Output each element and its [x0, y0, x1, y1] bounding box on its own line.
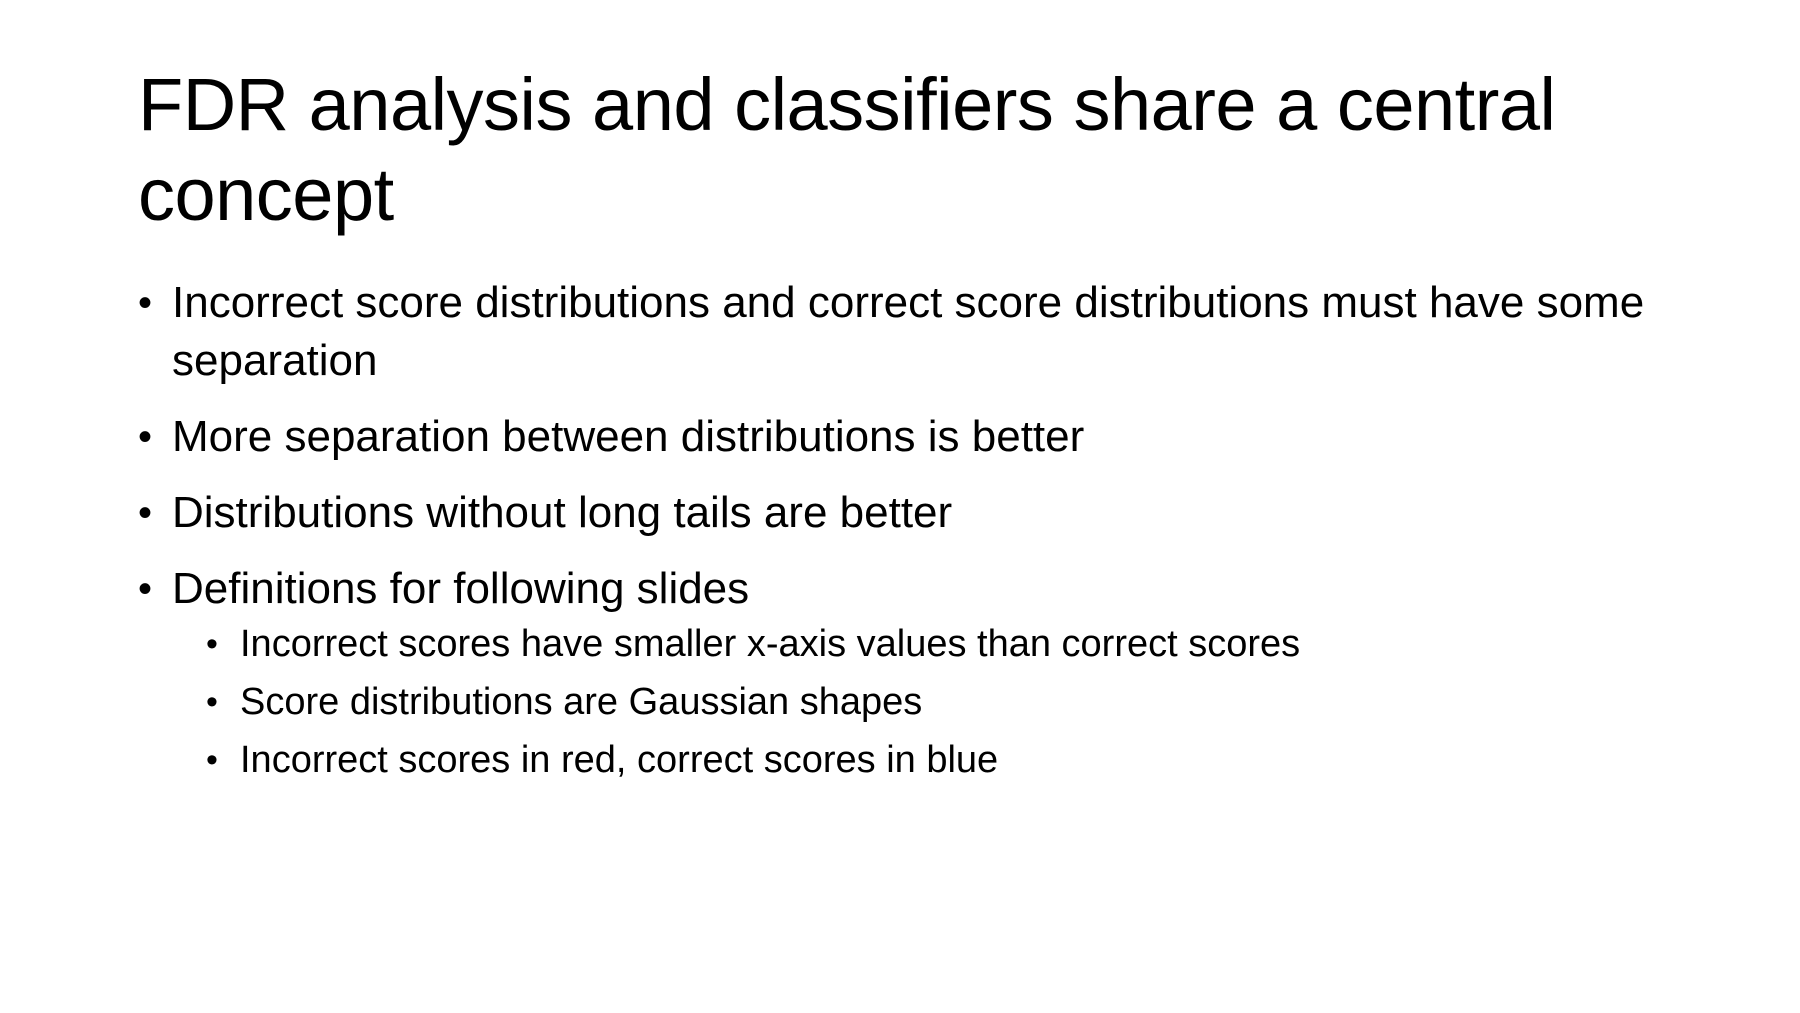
bullet-dot: • [138, 567, 153, 611]
sub-bullet-text: Incorrect scores have smaller x-axis val… [240, 623, 1301, 665]
bullet-text: Incorrect score distributions and correc… [172, 278, 1645, 385]
bullet-text: Definitions for following slides [172, 564, 750, 613]
bullet-dot: • [138, 415, 153, 459]
sub-bullet-dot: • [206, 683, 218, 721]
sub-bullet-text: Incorrect scores in red, correct scores … [240, 739, 999, 781]
sub-bullet-dot: • [206, 625, 218, 663]
sub-bullet-list: • Incorrect scores have smaller x-axis v… [206, 620, 1698, 784]
bullet-item: • Distributions without long tails are b… [138, 484, 1698, 542]
bullet-item: • Definitions for following slides • Inc… [138, 560, 1698, 784]
bullet-text: Distributions without long tails are bet… [172, 488, 953, 537]
bullet-list: • Incorrect score distributions and corr… [138, 274, 1698, 802]
sub-bullet-text: Score distributions are Gaussian shapes [240, 681, 923, 723]
sub-bullet-dot: • [206, 741, 218, 779]
sub-bullet-item: • Incorrect scores in red, correct score… [206, 736, 1698, 784]
bullet-item: • Incorrect score distributions and corr… [138, 274, 1698, 390]
sub-bullet-item: • Incorrect scores have smaller x-axis v… [206, 620, 1698, 668]
bullet-dot: • [138, 491, 153, 535]
bullet-item: • More separation between distributions … [138, 408, 1698, 466]
bullet-text: More separation between distributions is… [172, 412, 1085, 461]
bullet-dot: • [138, 281, 153, 325]
slide-title: FDR analysis and classifiers share a cen… [138, 63, 1556, 236]
sub-bullet-item: • Score distributions are Gaussian shape… [206, 678, 1698, 726]
